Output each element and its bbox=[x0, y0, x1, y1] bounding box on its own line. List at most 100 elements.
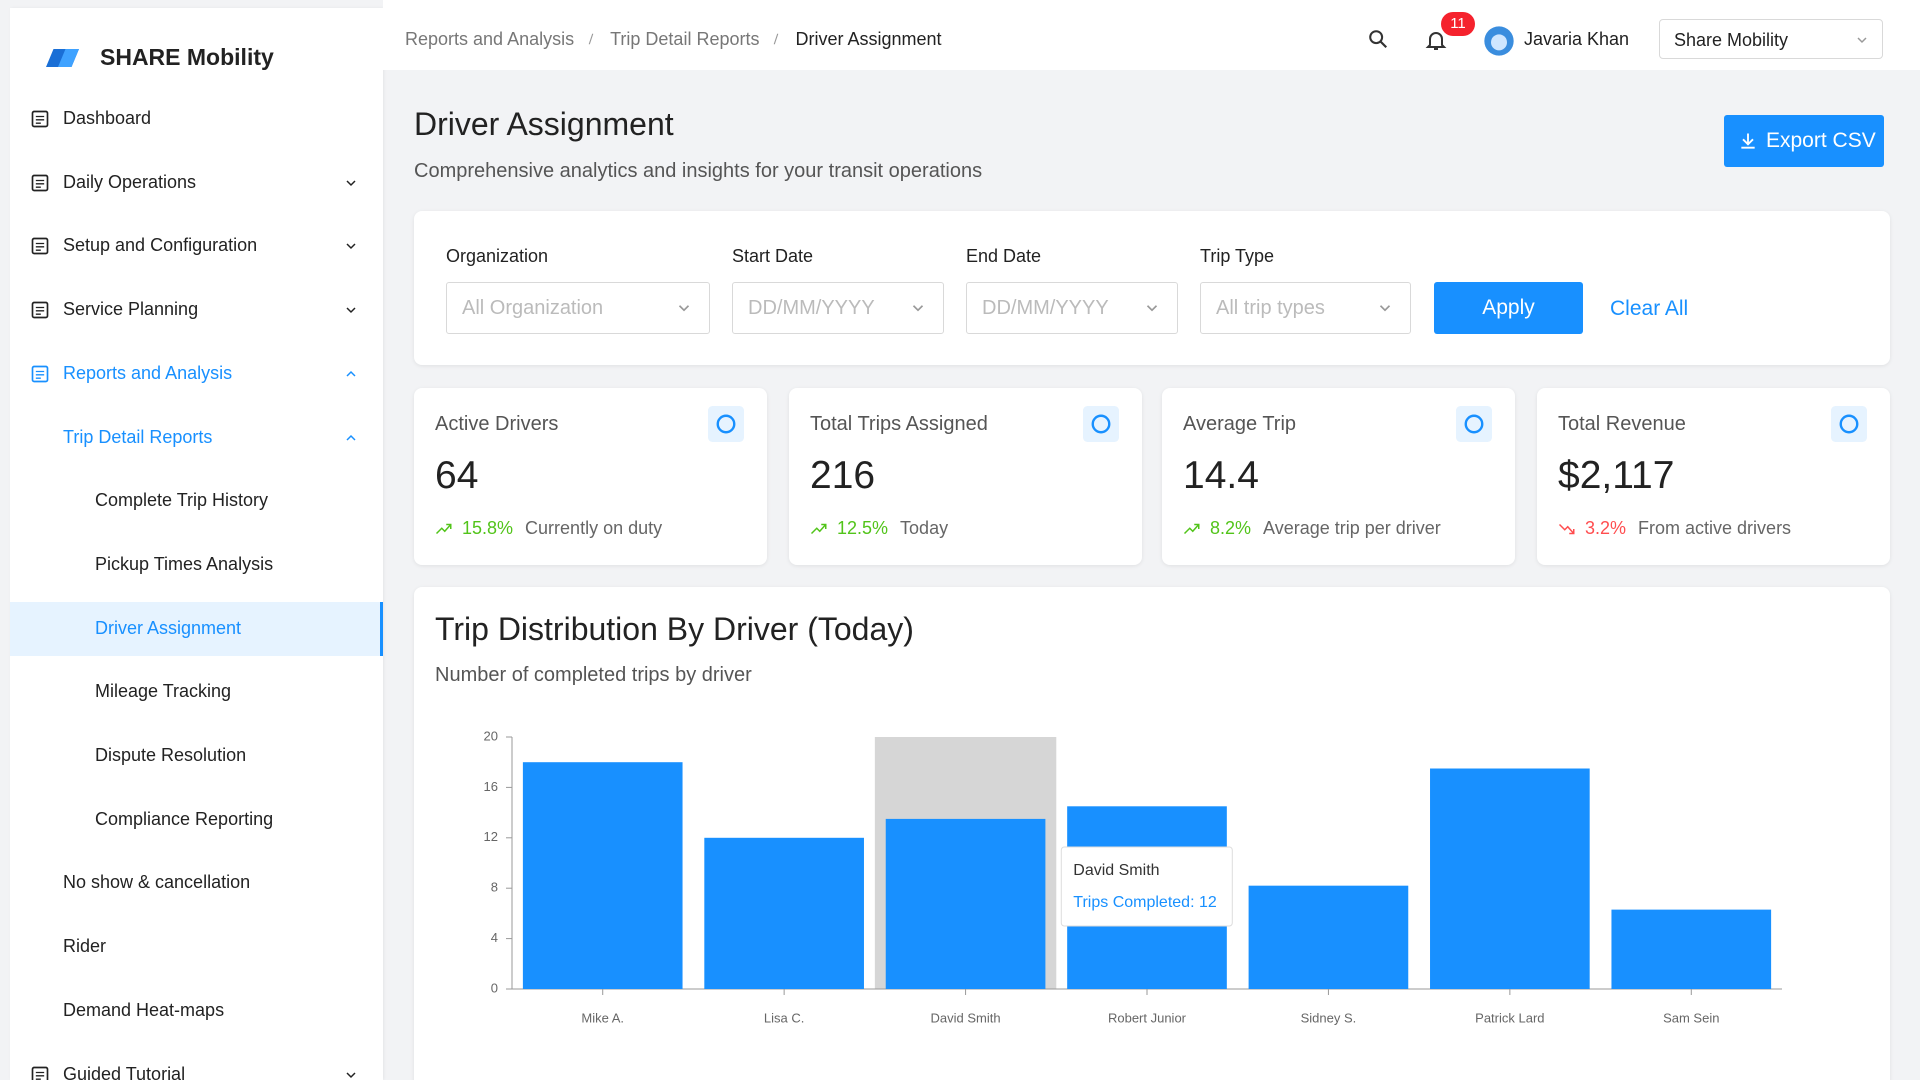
nav-chevron bbox=[346, 243, 356, 250]
filter-placeholder: DD/MM/YYYY bbox=[748, 297, 875, 319]
nav-item[interactable]: Driver Assignment bbox=[10, 601, 383, 656]
download-icon bbox=[1741, 133, 1755, 149]
nav-label: Mileage Tracking bbox=[95, 681, 232, 702]
page-title: Driver Assignment bbox=[414, 106, 674, 142]
nav-label: Guided Tutorial bbox=[63, 1063, 186, 1080]
y-tick-label: 16 bbox=[484, 779, 498, 794]
x-tick-label: Patrick Lard bbox=[1475, 1010, 1544, 1025]
select-chevron bbox=[1857, 37, 1867, 44]
x-tick-label: Robert Junior bbox=[1108, 1010, 1187, 1025]
kpi-note: Currently on duty bbox=[525, 518, 663, 538]
kpi-value: $2,117 bbox=[1558, 454, 1675, 497]
tooltip-title: David Smith bbox=[1073, 862, 1159, 879]
user-avatar bbox=[1484, 26, 1514, 56]
nav-item[interactable]: Dashboard bbox=[10, 92, 383, 146]
nav-label: Daily Operations bbox=[63, 171, 197, 192]
filter-placeholder: DD/MM/YYYY bbox=[982, 297, 1109, 319]
chart-title: Trip Distribution By Driver (Today) bbox=[435, 611, 914, 647]
export-button[interactable]: Export CSV bbox=[1724, 115, 1884, 167]
bar bbox=[1430, 768, 1590, 989]
org-select-value: Share Mobility bbox=[1674, 30, 1789, 50]
apply-button[interactable]: Apply bbox=[1434, 282, 1583, 334]
nav-item[interactable]: Complete Trip History bbox=[10, 474, 383, 528]
filter-input[interactable]: DD/MM/YYYY bbox=[732, 282, 944, 334]
nav-item[interactable]: Setup and Configuration bbox=[10, 219, 383, 273]
filter-label: Start Date bbox=[732, 246, 814, 266]
bell-icon[interactable] bbox=[1424, 28, 1448, 52]
bar bbox=[704, 837, 864, 989]
kpi-icon bbox=[1456, 406, 1492, 442]
kpi-change: 8.2% bbox=[1210, 518, 1252, 538]
user-name: Javaria Khan bbox=[1524, 29, 1630, 49]
trend-icon bbox=[1558, 523, 1575, 535]
select-chevron bbox=[1146, 305, 1158, 312]
nav-item[interactable]: Guided Tutorial bbox=[10, 1048, 383, 1080]
kpi-card: Active Drivers 64 15.8% Currently on duty bbox=[414, 388, 767, 565]
nav-icon bbox=[31, 110, 49, 128]
nav-item[interactable]: Demand Heat-maps bbox=[10, 984, 383, 1038]
filter-label: End Date bbox=[966, 246, 1042, 266]
filter-input[interactable]: All Organization bbox=[446, 282, 710, 334]
chart-card: Trip Distribution By Driver (Today) Numbe… bbox=[414, 587, 1890, 1080]
x-tick-label: Sam Sein bbox=[1663, 1010, 1719, 1025]
nav-chevron bbox=[346, 180, 356, 186]
kpi-label: Active Drivers bbox=[435, 413, 559, 435]
kpi-icon bbox=[1083, 406, 1119, 442]
filter-input[interactable]: DD/MM/YYYY bbox=[966, 282, 1178, 334]
nav-label: Setup and Configuration bbox=[63, 235, 258, 256]
sidebar: SHARE Mobility Dashboard Daily Operations S… bbox=[10, 8, 383, 1080]
brand-logo bbox=[46, 49, 79, 67]
nav-item[interactable]: Daily Operations bbox=[10, 156, 383, 210]
bar bbox=[885, 818, 1046, 989]
kpi-value: 14.4 bbox=[1183, 454, 1259, 497]
y-tick-label: 12 bbox=[484, 829, 498, 844]
nav-item[interactable]: Mileage Tracking bbox=[10, 665, 383, 719]
nav-item[interactable]: Dispute Resolution bbox=[10, 729, 383, 783]
kpi-change: 3.2% bbox=[1585, 518, 1627, 538]
breadcrumb[interactable]: Trip Detail Reports bbox=[610, 29, 760, 49]
nav-item[interactable]: Rider bbox=[10, 920, 383, 974]
clear-all[interactable]: Clear All bbox=[1610, 297, 1689, 320]
nav-item[interactable]: Pickup Times Analysis bbox=[10, 538, 383, 592]
nav-label: Driver Assignment bbox=[95, 617, 242, 638]
bar bbox=[1248, 885, 1409, 989]
filter-label: Organization bbox=[446, 246, 549, 266]
nav-label: Reports and Analysis bbox=[63, 362, 233, 383]
nav-item[interactable]: Reports and Analysis bbox=[10, 347, 383, 401]
trend-icon bbox=[810, 523, 827, 535]
export-label: Export CSV bbox=[1766, 129, 1876, 152]
kpi-change: 12.5% bbox=[837, 518, 889, 538]
nav-item[interactable]: Compliance Reporting bbox=[10, 793, 383, 847]
kpi-note: From active drivers bbox=[1638, 518, 1792, 538]
select-chevron bbox=[1379, 305, 1391, 312]
nav-label: Demand Heat-maps bbox=[63, 999, 225, 1020]
y-tick-label: 8 bbox=[491, 880, 498, 895]
kpi-card: Total Trips Assigned 216 12.5% Today bbox=[789, 388, 1142, 565]
filter-label: Trip Type bbox=[1200, 246, 1275, 266]
filter-input[interactable]: All trip types bbox=[1200, 282, 1411, 334]
nav-icon bbox=[31, 238, 49, 255]
nav-item[interactable]: No show & cancellation bbox=[10, 856, 383, 910]
bar bbox=[1611, 909, 1772, 989]
nav-item[interactable]: Service Planning bbox=[10, 283, 383, 337]
brand-name: SHARE Mobility bbox=[100, 44, 274, 70]
filter-card: Organization All Organization Start Date DD… bbox=[414, 211, 1890, 365]
nav-label: No show & cancellation bbox=[63, 872, 251, 893]
kpi-change: 15.8% bbox=[462, 518, 514, 538]
top-header: Reports and Analysis Trip Detail Reports D… bbox=[383, 0, 1920, 70]
org-select[interactable]: Share Mobility bbox=[1659, 19, 1883, 59]
breadcrumb[interactable]: Reports and Analysis bbox=[405, 29, 575, 49]
breadcrumb-separator bbox=[774, 33, 779, 45]
kpi-card: Total Revenue $2,117 3.2% From active drive… bbox=[1537, 388, 1890, 565]
breadcrumb: Driver Assignment bbox=[795, 29, 942, 49]
kpi-label: Average Trip bbox=[1183, 413, 1297, 435]
nav-chevron bbox=[346, 307, 356, 314]
tooltip-value: Trips Completed: 12 bbox=[1073, 894, 1217, 911]
nav-item[interactable]: Trip Detail Reports bbox=[10, 411, 383, 465]
filter-placeholder: All trip types bbox=[1216, 297, 1325, 319]
nav-icon bbox=[31, 301, 49, 319]
y-tick-label: 20 bbox=[484, 728, 498, 743]
search-icon[interactable] bbox=[1367, 28, 1389, 50]
kpi-icon bbox=[1831, 406, 1867, 442]
